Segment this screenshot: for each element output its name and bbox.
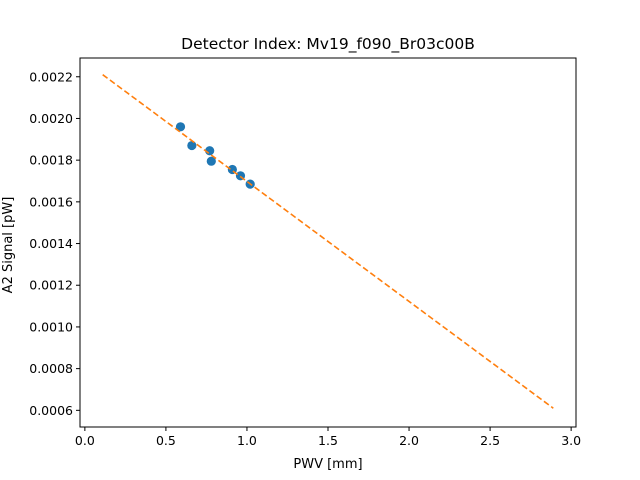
data-point [187, 140, 197, 151]
y-tick-label: 0.0006 [29, 403, 73, 418]
y-axis-label: A2 Signal [pW] [1, 197, 16, 294]
fit-line [102, 74, 554, 409]
x-tick-label: 1.0 [237, 433, 257, 448]
y-tick-label: 0.0012 [29, 278, 73, 293]
x-tick-label: 2.5 [480, 433, 500, 448]
x-tick-label: 2.0 [399, 433, 419, 448]
y-tick-label: 0.0010 [29, 319, 73, 334]
y-tick-label: 0.0016 [29, 194, 73, 209]
x-tick-label: 0.5 [156, 433, 176, 448]
y-tick-label: 0.0022 [29, 69, 73, 84]
data-point [175, 122, 186, 132]
plot-area: 0.0 0.5 1.0 1.5 2.0 2.5 3.0 0.0006 0.0008 0.0010 0… [29, 57, 581, 448]
y-tick-label: 0.0020 [29, 111, 73, 126]
data-point [206, 156, 216, 166]
y-tick-label: 0.0018 [29, 153, 73, 168]
chart-title: Detector Index: Mv19_f090_Br03c00B [181, 35, 475, 54]
x-axis-label: PWV [mm] [293, 457, 362, 472]
x-tick-label: 0.0 [75, 433, 95, 448]
y-tick-label: 0.0008 [29, 361, 73, 376]
x-tick-label: 1.5 [318, 433, 338, 448]
y-tick-label: 0.0014 [29, 236, 73, 251]
x-tick-label: 3.0 [561, 433, 581, 448]
